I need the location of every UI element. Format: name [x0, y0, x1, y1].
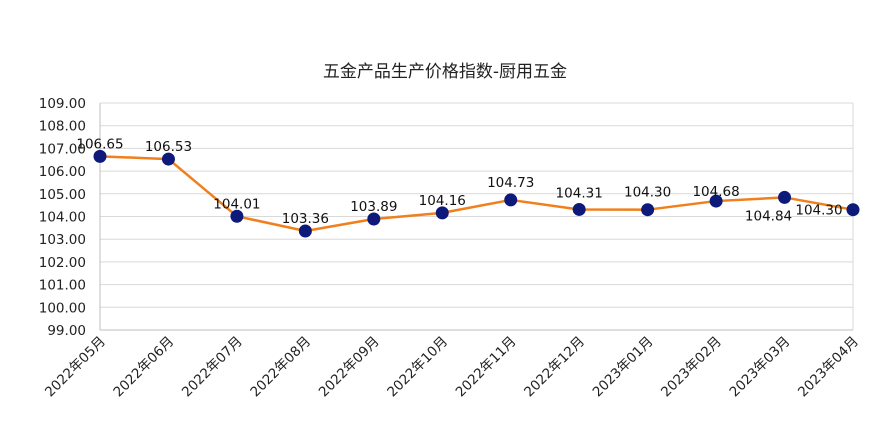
data-point	[93, 149, 107, 163]
y-tick-label: 106.00	[39, 164, 86, 180]
data-label: 104.68	[692, 184, 739, 200]
data-label: 104.31	[556, 185, 603, 201]
data-point	[367, 212, 381, 226]
data-label: 104.01	[213, 196, 260, 212]
data-point	[641, 203, 655, 217]
x-tick-label: 2022年05月	[42, 334, 109, 401]
data-point	[504, 193, 518, 207]
x-tick-label: 2022年07月	[179, 334, 246, 401]
data-point	[778, 190, 792, 204]
data-label: 104.30	[624, 185, 671, 201]
x-tick-label: 2022年08月	[247, 334, 314, 401]
y-tick-label: 100.00	[39, 300, 86, 316]
x-tick-label: 2022年10月	[384, 334, 451, 401]
x-tick-label: 2023年02月	[658, 334, 725, 401]
x-axis-ticks: 2022年05月 2022年06月 2022年07月 2022年08月 2022年09月…	[42, 334, 862, 401]
y-axis-ticks: 99.00 100.00 101.00 102.00 103.00 104.00 105.0…	[39, 96, 86, 339]
x-tick-label: 2022年09月	[316, 334, 383, 401]
data-point	[435, 206, 449, 220]
y-tick-label: 99.00	[47, 323, 86, 339]
y-tick-label: 108.00	[39, 119, 86, 135]
data-labels: 106.65 106.53 104.01 103.36 103.89 104.16 104.…	[76, 136, 842, 227]
x-tick-label: 2022年11月	[453, 334, 520, 401]
y-tick-label: 101.00	[39, 278, 86, 294]
data-label: 104.84	[745, 208, 792, 224]
data-point	[161, 152, 175, 166]
y-tick-label: 102.00	[39, 255, 86, 271]
x-tick-label: 2023年03月	[727, 334, 794, 401]
y-tick-label: 105.00	[39, 187, 86, 203]
data-point	[709, 194, 723, 208]
data-label: 106.65	[76, 136, 123, 152]
chart-title: 五金产品生产价格指数-厨用五金	[323, 62, 567, 82]
y-tick-label: 103.00	[39, 232, 86, 248]
data-point	[230, 209, 244, 223]
x-tick-label: 2022年06月	[110, 334, 177, 401]
series-line	[93, 149, 860, 238]
data-label: 104.73	[487, 175, 534, 191]
x-tick-label: 2023年04月	[795, 334, 862, 401]
y-tick-label: 104.00	[39, 210, 86, 226]
gridlines	[99, 102, 854, 331]
data-point	[846, 203, 860, 217]
data-label: 103.89	[350, 199, 397, 215]
data-point	[298, 224, 312, 238]
x-tick-label: 2022年12月	[521, 334, 588, 401]
data-label: 104.30	[795, 203, 842, 219]
x-tick-label: 2023年01月	[590, 334, 657, 401]
series-line-path	[99, 155, 854, 233]
y-tick-label: 109.00	[39, 96, 86, 112]
data-label: 103.36	[282, 211, 329, 227]
y-tick-label: 107.00	[39, 141, 86, 157]
data-label: 106.53	[145, 139, 192, 155]
data-label: 104.16	[419, 193, 466, 209]
data-point	[572, 202, 586, 216]
